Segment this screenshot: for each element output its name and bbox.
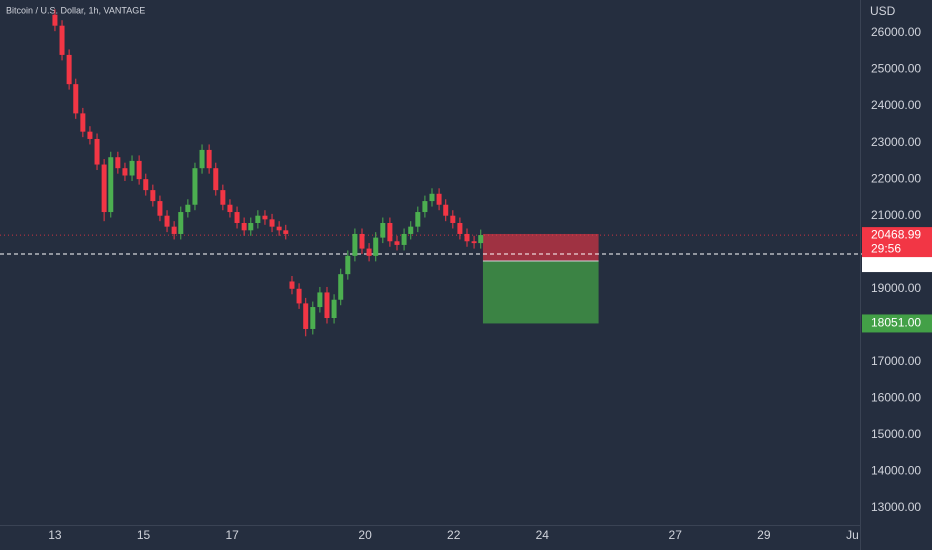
candle-body [80,113,86,132]
candle-body [157,201,163,216]
candle-body [317,292,323,308]
y-tick-label: 15000.00 [871,427,921,441]
candle-body [289,281,295,289]
target-zone [482,261,599,324]
x-tick-label: 27 [669,528,683,542]
candle-body [303,303,309,329]
candle-body [415,212,421,227]
candle-body [178,212,184,234]
candle-body [443,204,449,216]
candle-body [185,204,191,213]
y-tick-label: 16000.00 [871,391,921,405]
y-tick-label: 13000.00 [871,500,921,514]
x-tick-label: 17 [225,528,239,542]
candle-body [324,292,330,319]
candle-body [387,223,393,242]
candle-body [457,223,463,234]
candle-body [108,157,114,213]
candle-body [199,149,205,169]
candle-body [206,149,212,169]
candle-body [331,299,337,319]
y-tick-label: 14000.00 [871,464,921,478]
candle-body [115,157,121,169]
candle-body [73,84,79,114]
horizontal-line-label-bg [862,256,932,273]
candle-body [234,212,240,224]
candle-body [241,223,247,231]
candle-body [255,215,261,224]
candle-body [408,226,414,234]
candle-body [436,193,442,205]
candle-body [359,233,365,249]
chart-title: Bitcoin / U.S. Dollar, 1h, VANTAGE [6,5,145,15]
stop-zone [482,233,599,262]
candle-body [345,255,351,275]
y-tick-label: 26000.00 [871,25,921,39]
candle-body [262,215,268,220]
target-label: 18051.00 [871,316,921,330]
candle-body [59,25,65,55]
candle-body [122,168,128,176]
candle-body [171,226,177,234]
candle-body [94,138,100,165]
candle-body [394,241,400,245]
y-tick-label: 22000.00 [871,171,921,185]
x-tick-label: 20 [358,528,372,542]
candle-body [150,190,156,202]
candle-body [296,288,302,304]
candle-body [101,164,107,213]
candle-body [213,168,219,191]
candle-body [464,233,470,242]
candle-body [471,241,477,244]
candle-body [283,230,289,234]
candle-body [352,233,358,256]
x-tick-label: 15 [137,528,151,542]
candle-body [66,54,72,85]
candle-body [136,160,142,180]
x-tick-label: 29 [757,528,771,542]
candle-body [450,215,456,224]
x-tick-label: 22 [447,528,461,542]
current-price-label: 20468.99 [871,227,921,241]
y-tick-label: 23000.00 [871,135,921,149]
candle-body [220,190,226,205]
x-tick-label: 13 [48,528,62,542]
y-tick-label: 17000.00 [871,354,921,368]
candle-body [227,204,233,213]
candle-body [269,219,275,227]
candle-body [52,14,58,26]
y-tick-label: 24000.00 [871,98,921,112]
candle-body [143,179,149,191]
candle-body [276,226,282,231]
candle-body [366,248,372,256]
x-tick-label: Ju [846,528,859,542]
candle-body [429,193,435,202]
y-tick-label: 25000.00 [871,62,921,76]
candle-body [401,233,407,245]
candle-body [478,235,484,244]
candle-body [129,160,135,176]
candle-body [87,131,93,139]
axis-unit: USD [870,4,896,18]
y-tick-label: 21000.00 [871,208,921,222]
x-tick-label: 24 [536,528,550,542]
candle-body [373,237,379,256]
candle-body [164,215,170,227]
candle-body [310,307,316,329]
candle-body [422,201,428,213]
candle-body [192,168,198,205]
y-tick-label: 19000.00 [871,281,921,295]
target-label-bg [862,314,932,333]
current-price-label-bg [862,227,932,258]
candle-body [338,274,344,300]
countdown-label: 29:56 [871,241,901,255]
candle-body [248,223,254,231]
candle-body [380,223,386,238]
